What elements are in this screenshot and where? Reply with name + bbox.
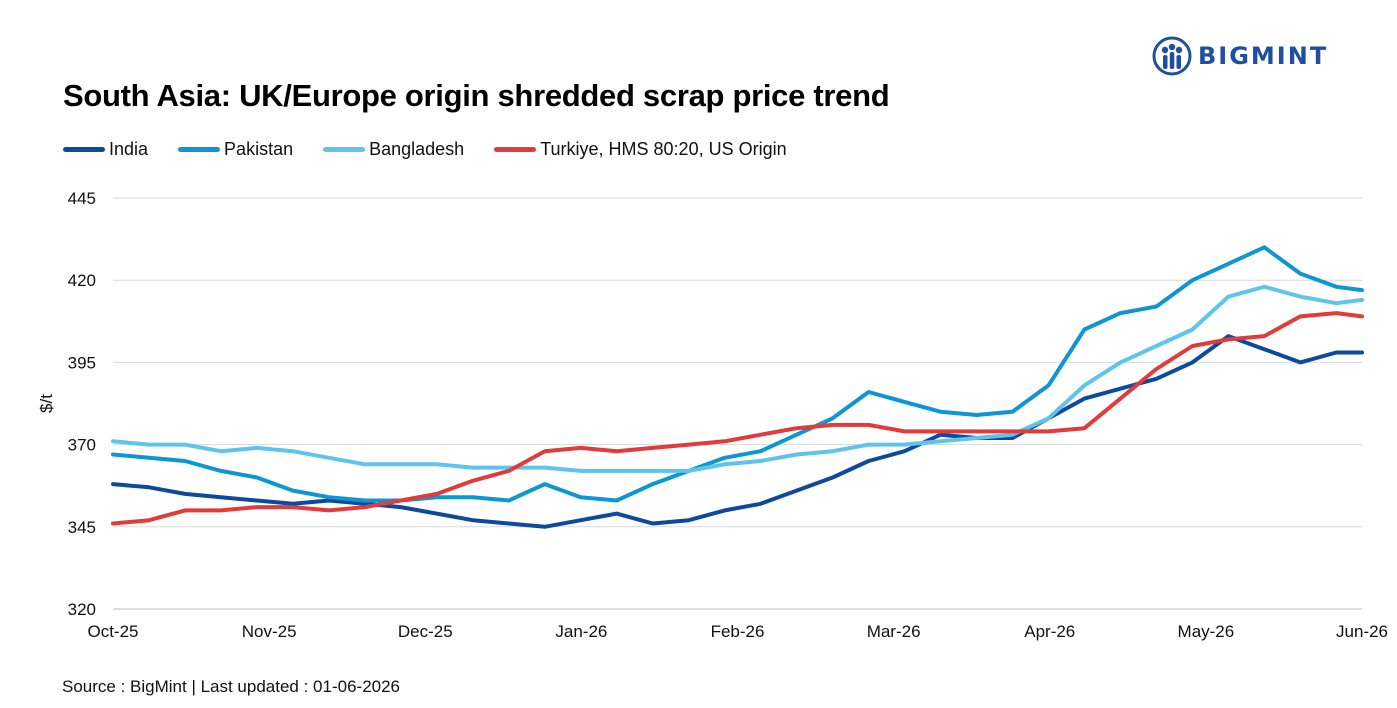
y-tick-label: 420 [68, 271, 96, 290]
x-tick-label: May-26 [1178, 622, 1235, 641]
y-tick-label: 370 [68, 436, 96, 455]
x-tick-label: Apr-26 [1024, 622, 1075, 641]
legend-item-2: Bangladesh [323, 139, 464, 160]
legend-item-3: Turkiye, HMS 80:20, US Origin [494, 139, 787, 160]
x-tick-label: Jan-26 [555, 622, 607, 641]
legend-label: Pakistan [224, 139, 294, 159]
x-tick-label: Oct-25 [87, 622, 138, 641]
legend-label: Turkiye, HMS 80:20, US Origin [540, 139, 787, 159]
y-tick-label: 395 [68, 353, 96, 372]
y-axis-label: $/t [37, 394, 56, 413]
chart-legend: India Pakistan Bangladesh Turkiye, HMS 80:2… [63, 139, 817, 160]
page-title: South Asia: UK/Europe origin shredded sc… [63, 78, 890, 113]
legend-label: Bangladesh [369, 139, 465, 159]
legend-swatch [323, 147, 366, 152]
x-tick-label: Nov-25 [242, 622, 297, 641]
people-logo-icon [1152, 36, 1192, 76]
source-note: Source : BigMint | Last updated : 01-06-… [62, 677, 401, 696]
series-line-0 [111, 334, 1364, 529]
legend-item-1: Pakistan [178, 139, 293, 160]
series-line-1 [111, 245, 1364, 503]
series-line-3 [111, 311, 1364, 526]
legend-swatch [494, 147, 537, 152]
brand-logo: BIGMINT [1152, 36, 1328, 76]
x-tick-label: Jun-26 [1336, 622, 1388, 641]
x-tick-label: Dec-25 [398, 622, 453, 641]
x-tick-label: Mar-26 [867, 622, 921, 641]
y-tick-label: 320 [68, 600, 96, 619]
y-tick-label: 445 [68, 189, 96, 208]
legend-label: India [109, 139, 149, 159]
brand-name: BIGMINT [1198, 42, 1329, 70]
y-tick-label: 345 [68, 518, 96, 537]
legend-swatch [178, 147, 221, 152]
series-line-2 [111, 284, 1364, 473]
legend-item-0: India [63, 139, 148, 160]
legend-swatch [63, 147, 105, 152]
x-tick-label: Feb-26 [711, 622, 765, 641]
